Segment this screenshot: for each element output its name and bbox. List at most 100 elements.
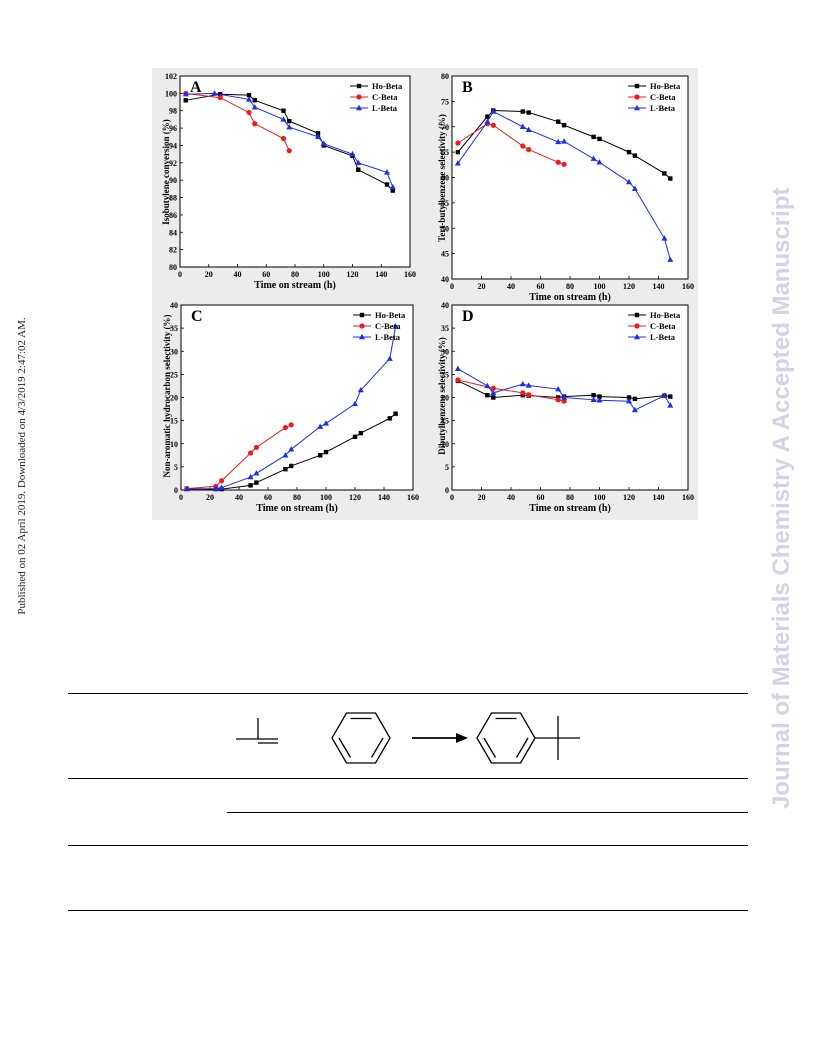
data-point: [384, 169, 390, 175]
y-tick-label: 94: [169, 141, 177, 150]
legend-label: Ho-Beta: [372, 81, 403, 91]
data-point: [289, 463, 294, 469]
y-tick-label: 0: [174, 486, 178, 495]
data-point: [484, 382, 491, 389]
y-tick-label: 86: [169, 211, 177, 220]
data-point: [315, 131, 321, 136]
data-point: [661, 392, 668, 398]
data-point: [358, 430, 363, 436]
data-point: [661, 235, 668, 241]
x-tick-label: 20: [205, 270, 213, 279]
series-l-beta: [183, 323, 399, 492]
y-tick-label: 84: [169, 228, 177, 237]
legend-marker: [634, 94, 640, 100]
data-point: [386, 355, 393, 361]
y-tick-label: 88: [169, 194, 177, 203]
plot-area: [180, 304, 414, 491]
data-point: [525, 126, 532, 132]
y-tick-label: 96: [169, 124, 177, 133]
data-point: [561, 138, 568, 144]
y-tick-label: 98: [169, 107, 177, 116]
x-tick-label: 120: [349, 493, 361, 502]
x-tick-label: 60: [537, 493, 545, 502]
legend-marker: [634, 312, 640, 318]
data-point: [218, 484, 225, 490]
data-point: [252, 121, 258, 127]
legend-label: L-Beta: [650, 332, 676, 342]
x-tick-label: 20: [206, 493, 214, 502]
y-tick-label: 65: [441, 148, 449, 157]
data-point: [315, 133, 321, 139]
data-point: [253, 444, 259, 451]
data-point: [520, 109, 525, 114]
data-point: [393, 411, 398, 416]
data-point: [280, 135, 287, 142]
data-point: [490, 108, 497, 114]
data-point: [247, 473, 254, 480]
x-axis-label: Time on stream (h): [529, 292, 611, 303]
legend-label: C-Beta: [650, 321, 676, 331]
data-point: [632, 396, 638, 402]
x-tick-label: 60: [264, 493, 272, 502]
data-point: [246, 92, 252, 98]
data-point: [212, 485, 219, 491]
legend-marker: [356, 94, 362, 100]
legend-marker: [359, 323, 365, 329]
data-point: [526, 110, 531, 115]
data-point: [662, 171, 667, 176]
y-tick-label: 10: [441, 440, 449, 449]
data-point: [590, 155, 597, 161]
data-point: [217, 95, 223, 101]
data-point: [455, 149, 461, 155]
data-point: [591, 134, 596, 140]
x-tick-label: 0: [450, 493, 454, 502]
data-point: [352, 434, 358, 440]
data-point: [490, 389, 497, 396]
data-point: [631, 406, 638, 413]
table-rule-bottom: [68, 910, 748, 911]
x-tick-label: 160: [682, 282, 694, 291]
data-point: [561, 398, 567, 404]
data-point: [318, 453, 323, 458]
y-tick-label: 102: [165, 72, 177, 81]
legend-label: C-Beta: [650, 92, 676, 102]
data-point: [632, 153, 638, 158]
y-tick-label: 92: [169, 159, 177, 168]
isobutylene-structure: [236, 718, 278, 744]
series-l-beta: [182, 90, 396, 190]
x-tick-label: 100: [594, 282, 606, 291]
legend-label: L-Beta: [375, 332, 401, 342]
y-tick-label: 20: [441, 394, 449, 403]
legend-marker: [634, 104, 640, 111]
y-tick-label: 15: [441, 417, 449, 426]
reaction-scheme: [236, 712, 580, 764]
legend-marker: [356, 104, 362, 111]
y-tick-label: 20: [170, 394, 178, 403]
data-point: [596, 159, 603, 165]
y-tick-label: 25: [441, 370, 449, 379]
data-point: [591, 392, 596, 398]
data-point: [320, 140, 327, 146]
data-point: [390, 188, 395, 193]
x-tick-label: 140: [375, 270, 387, 279]
data-point: [282, 424, 288, 431]
data-point: [491, 395, 496, 400]
x-tick-label: 120: [347, 270, 359, 279]
data-point: [219, 478, 225, 484]
data-point: [357, 386, 364, 393]
panel-d: 0 20 40 60 80 100 120 140 160 0 5 10 15 20 25 30 35 40 Tim…: [437, 301, 694, 514]
reaction-arrow: [412, 733, 468, 743]
y-tick-label: 60: [441, 174, 449, 183]
data-point: [526, 146, 532, 153]
data-point: [288, 422, 294, 428]
x-axis-label: Time on stream (h): [529, 503, 611, 514]
data-point: [485, 114, 490, 119]
data-point: [286, 124, 293, 130]
data-point: [520, 143, 526, 149]
data-point: [454, 365, 461, 372]
data-point: [555, 138, 562, 145]
y-tick-label: 15: [170, 417, 178, 426]
table-rule-4: [68, 845, 748, 846]
y-tick-label: 55: [441, 199, 449, 208]
data-point: [323, 449, 329, 455]
